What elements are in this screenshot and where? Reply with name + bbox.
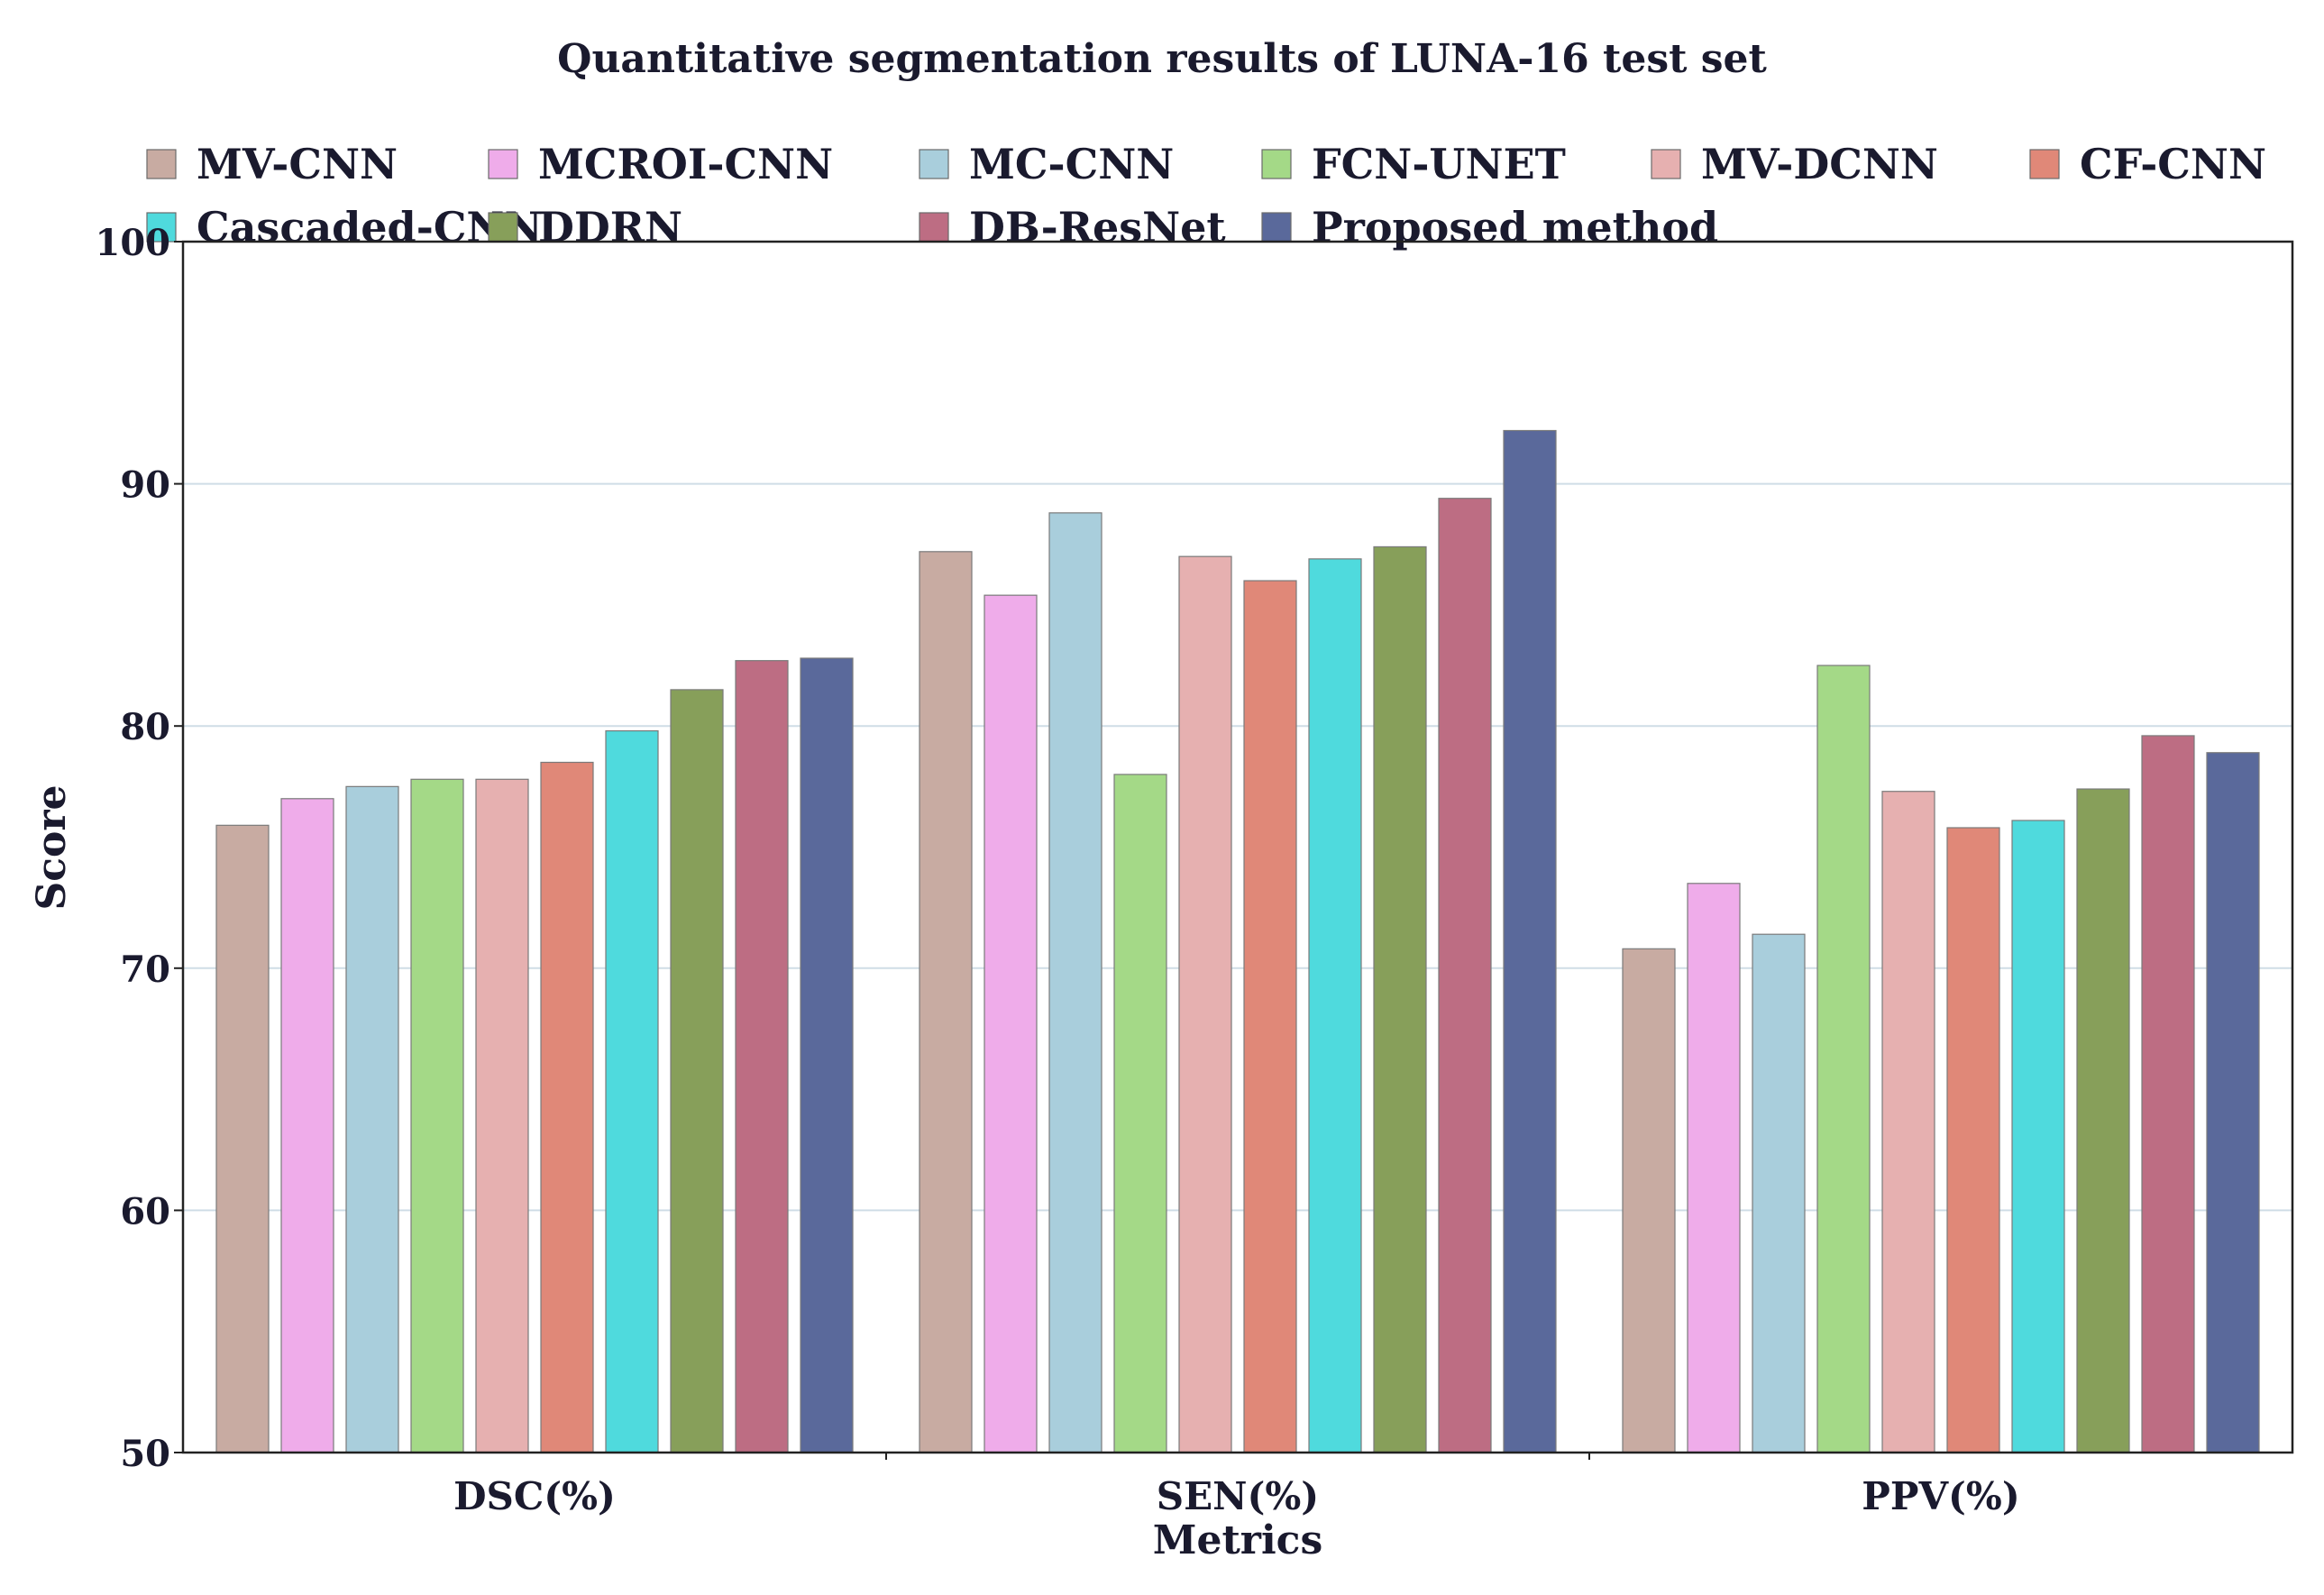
legend-label: FCN-UNET [1312, 140, 1566, 188]
bar-fcn-unet-1 [1113, 774, 1167, 1453]
bar-cascaded-cnn-1 [1308, 558, 1362, 1453]
bar-ddrn-2 [2076, 788, 2130, 1453]
legend-swatch [1261, 149, 1292, 179]
legend-label: Proposed method [1312, 203, 1718, 252]
bar-proposed-method-0 [800, 657, 854, 1453]
legend-swatch [2029, 149, 2060, 179]
x-tick-label: SEN(%) [1157, 1474, 1319, 1518]
plot-frame [181, 240, 2294, 1454]
bar-db-resnet-0 [735, 660, 789, 1453]
y-tick-label: 70 [120, 949, 170, 991]
x-axis: DSC(%) SEN(%) PPV(%) [453, 1453, 2020, 1518]
bar-ddrn-0 [670, 689, 724, 1453]
legend-label: MV-CNN [197, 140, 398, 188]
legend-label: MCROI-CNN [538, 140, 833, 188]
y-axis-label: Score [29, 784, 75, 910]
bar-mv-cnn-1 [919, 551, 973, 1453]
bar-cascaded-cnn-0 [605, 729, 659, 1453]
bar-mv-dcnn-2 [1881, 791, 1935, 1453]
legend-swatch [146, 212, 177, 243]
bar-cf-cnn-1 [1243, 580, 1297, 1453]
bar-mv-cnn-0 [215, 824, 270, 1453]
legend-swatch [1651, 149, 1681, 179]
legend-label: DB-ResNet [969, 203, 1226, 252]
gridlines [183, 482, 2292, 1212]
bars [215, 429, 2260, 1453]
legend-label: DDRN [538, 203, 682, 252]
bar-mcroi-cnn-0 [280, 798, 334, 1453]
bar-proposed-method-2 [2206, 752, 2260, 1453]
bar-ddrn-1 [1373, 545, 1427, 1453]
bar-cascaded-cnn-2 [2011, 820, 2065, 1453]
legend-swatch [1261, 212, 1292, 243]
y-tick-label: 80 [120, 706, 170, 748]
legend-label: Cascaded-CNN [197, 203, 543, 252]
bar-mv-cnn-2 [1622, 948, 1676, 1453]
bar-mc-cnn-0 [345, 785, 399, 1453]
x-tick-label: PPV(%) [1862, 1474, 2019, 1518]
y-tick-label: 60 [120, 1190, 170, 1233]
x-tick-label: DSC(%) [453, 1474, 616, 1518]
bar-mv-dcnn-0 [475, 778, 529, 1453]
bar-mcroi-cnn-1 [984, 594, 1038, 1453]
y-axis: 50 60 70 80 90 100 [96, 222, 183, 1475]
bar-fcn-unet-2 [1816, 665, 1871, 1453]
legend-swatch [146, 149, 177, 179]
legend-swatch [488, 212, 518, 243]
bar-mv-dcnn-1 [1178, 555, 1232, 1453]
y-tick-label: 90 [120, 464, 170, 507]
bar-mc-cnn-2 [1752, 933, 1806, 1453]
legend-label: MC-CNN [969, 140, 1174, 188]
y-tick-label: 100 [96, 222, 171, 264]
chart-title: Quantitative segmentation results of LUN… [557, 36, 1767, 82]
legend-label: CF-CNN [2080, 140, 2266, 188]
bar-fcn-unet-0 [410, 778, 464, 1453]
bar-proposed-method-1 [1503, 429, 1557, 1453]
legend-swatch [488, 149, 518, 179]
bar-mc-cnn-1 [1048, 512, 1103, 1453]
bar-cf-cnn-2 [1946, 827, 2000, 1453]
legend: MV-CNN MCROI-CNN MC-CNN FCN-UNET MV-DCNN CF-C… [146, 140, 2266, 252]
legend-label: MV-DCNN [1701, 140, 1938, 188]
legend-swatch [919, 212, 949, 243]
y-tick-label: 50 [120, 1433, 170, 1475]
x-axis-label: Metrics [1153, 1517, 1322, 1563]
bar-db-resnet-1 [1438, 498, 1492, 1453]
legend-swatch [919, 149, 949, 179]
bar-mcroi-cnn-2 [1687, 883, 1741, 1453]
bar-cf-cnn-0 [540, 761, 594, 1453]
bar-db-resnet-2 [2141, 735, 2195, 1453]
